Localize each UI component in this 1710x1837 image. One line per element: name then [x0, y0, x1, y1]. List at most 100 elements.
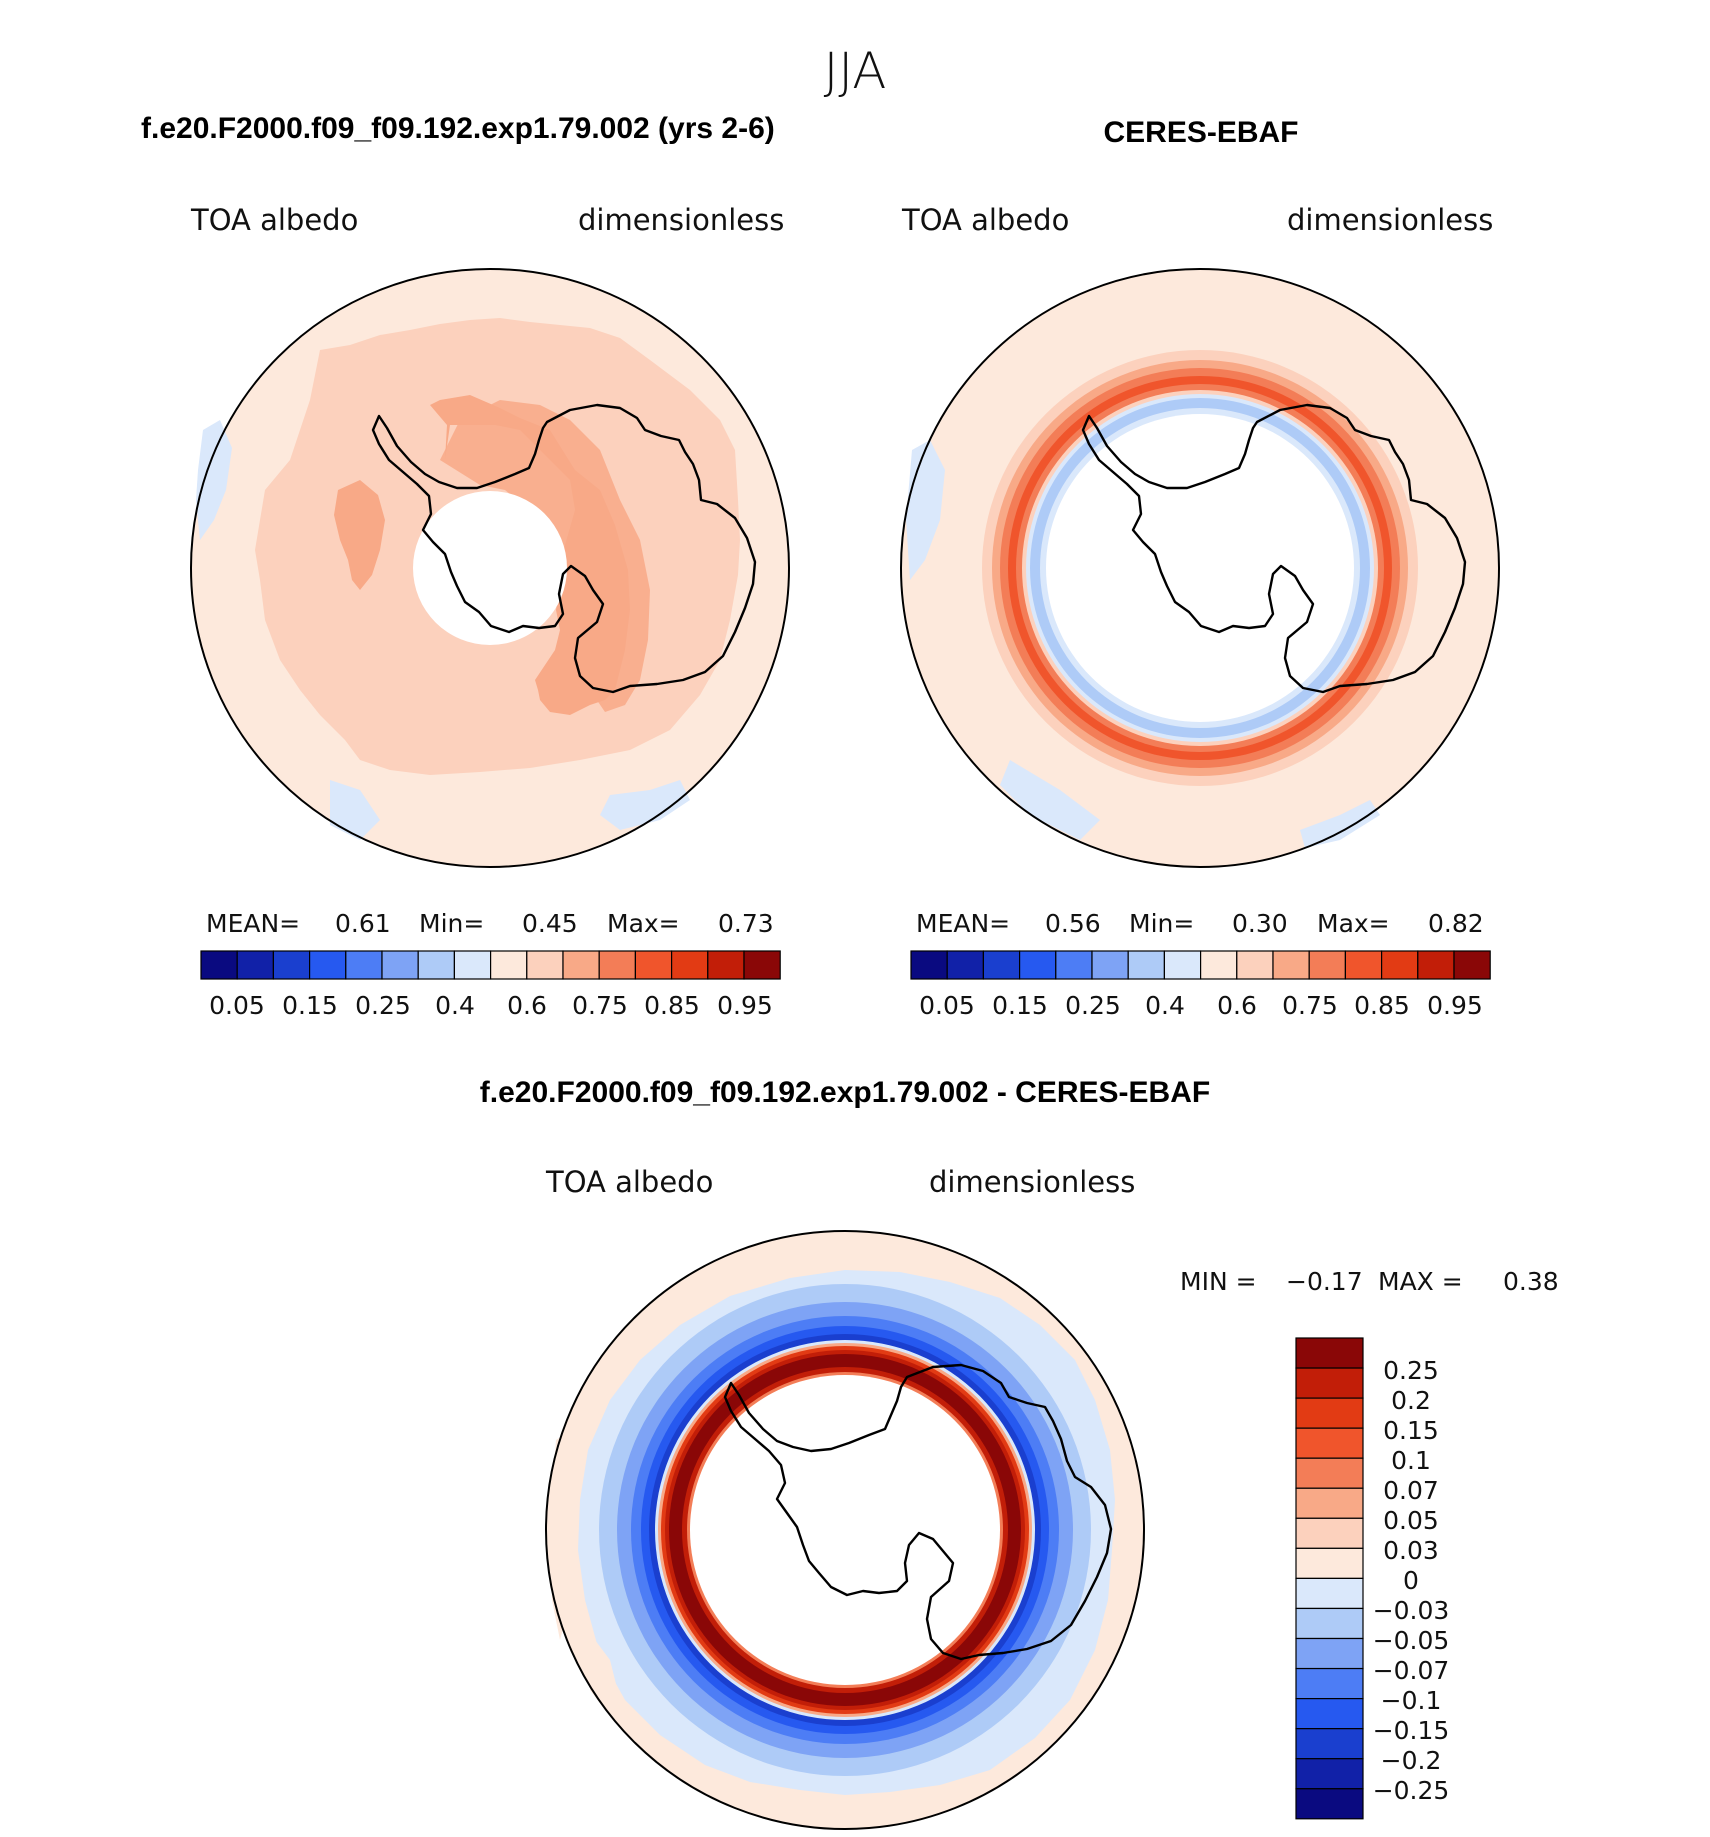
colorbar-swatch [982, 950, 1021, 980]
colorbar-tick: 0 [1403, 1566, 1419, 1595]
svg-text:0.45: 0.45 [522, 909, 578, 938]
svg-text:Min=: Min= [419, 909, 484, 938]
colorbar-swatch [1295, 1487, 1364, 1519]
svg-text:0.73: 0.73 [718, 909, 774, 938]
stats-line: MEAN= 0.56 Min= 0.30 Max= 0.82 [916, 909, 1484, 938]
colorbar-swatch [1295, 1697, 1364, 1730]
colorbar-tick: 0.95 [1427, 991, 1483, 1020]
colorbar-tick: 0.15 [992, 991, 1048, 1020]
colorbar-swatch [200, 950, 238, 980]
svg-text:MEAN=: MEAN= [206, 909, 300, 938]
colorbar-tick: 0.25 [355, 991, 411, 1020]
colorbar-swatch [1272, 950, 1310, 980]
colorbar-tick: 0.15 [282, 991, 338, 1020]
pole-hole [413, 491, 567, 645]
panel-title: f.e20.F2000.f09_f09.192.exp1.79.002 (yrs… [141, 112, 775, 145]
colorbar-swatch [1295, 1728, 1364, 1760]
svg-text:Max=: Max= [607, 909, 680, 938]
colorbar-swatch [1295, 1457, 1364, 1489]
contour-low-bl [330, 780, 380, 840]
panel-observed: CERES-EBAF TOA albedo dimensionless MEAN… [900, 116, 1500, 1020]
colorbar-swatch [946, 950, 985, 980]
colorbar-swatch [345, 950, 383, 980]
contour-pos-left [550, 1430, 578, 1640]
map-boundary [545, 1230, 1145, 1830]
colorbar-swatch [1295, 1637, 1364, 1670]
colorbar-swatch [562, 950, 600, 980]
polar-map [545, 1230, 1145, 1830]
colorbar-swatch [526, 950, 564, 980]
colorbar-swatch [1295, 1397, 1364, 1429]
stats-line: MEAN= 0.61 Min= 0.45 Max= 0.73 [206, 909, 774, 938]
variable-label: TOA albedo [190, 203, 358, 237]
svg-text:0.38: 0.38 [1503, 1267, 1559, 1296]
colorbar-swatch [1295, 1758, 1364, 1790]
colorbar-swatch [910, 950, 948, 980]
colorbar-swatch [670, 950, 709, 980]
colorbar-swatch [381, 950, 419, 980]
colorbar-swatch [1018, 950, 1057, 980]
colorbar-swatch [1127, 950, 1165, 980]
colorbar-swatch [1295, 1607, 1364, 1640]
contour-peninsula [334, 480, 385, 590]
colorbar-tick: 0.1 [1391, 1446, 1431, 1475]
contour-085b [440, 400, 650, 712]
colorbar-tick: 0.03 [1383, 1536, 1439, 1565]
colorbar-swatch [417, 950, 456, 980]
colorbar [200, 950, 781, 980]
colorbar-swatch [236, 950, 274, 980]
colorbar-swatch [309, 950, 347, 980]
svg-text:0.30: 0.30 [1232, 909, 1288, 938]
colorbar-swatch [1055, 950, 1093, 980]
colorbar-swatch [1453, 950, 1491, 980]
colorbar-swatch [490, 950, 528, 980]
colorbar-swatch [1295, 1547, 1364, 1579]
contour-low-bl [1000, 760, 1100, 840]
svg-text:Min=: Min= [1129, 909, 1194, 938]
colorbar-tick: 0.75 [1282, 991, 1338, 1020]
colorbar-tick: 0.05 [1383, 1506, 1439, 1535]
colorbar-swatch [1308, 950, 1346, 980]
units-label: dimensionless [1287, 203, 1493, 237]
colorbar-tick: −0.15 [1373, 1716, 1450, 1745]
colorbar-swatch [1236, 950, 1274, 980]
colorbar-tick: −0.2 [1381, 1746, 1442, 1775]
colorbar-swatch [634, 950, 673, 980]
colorbar-swatch [743, 950, 781, 980]
colorbar-swatch [453, 950, 492, 980]
units-label: dimensionless [578, 203, 784, 237]
colorbar-ticks: 0.05 0.15 0.25 0.4 0.6 0.75 0.85 0.95 [209, 991, 773, 1020]
colorbar-tick: −0.07 [1373, 1656, 1450, 1685]
colorbar-tick: 0.75 [572, 991, 628, 1020]
contour-low-left [196, 420, 232, 540]
colorbar-tick: 0.05 [209, 991, 265, 1020]
svg-text:MAX =: MAX = [1378, 1267, 1463, 1296]
colorbar-swatch [1295, 1427, 1364, 1459]
colorbar-tick: 0.6 [507, 991, 547, 1020]
colorbar-tick: 0.6 [1217, 991, 1257, 1020]
contour-low-br [1300, 800, 1380, 848]
colorbar [910, 950, 1491, 980]
polar-map [900, 268, 1500, 868]
svg-text:0.61: 0.61 [335, 909, 391, 938]
colorbar-tick: 0.4 [1145, 991, 1185, 1020]
colorbar-ticks: 0.25 0.2 0.15 0.1 0.07 0.05 0.03 0 −0.03… [1373, 1356, 1450, 1805]
colorbar-swatch [1295, 1517, 1364, 1549]
colorbar-swatch [1295, 1367, 1364, 1399]
colorbar-swatch [272, 950, 311, 980]
polar-map [190, 268, 790, 868]
svg-text:0.82: 0.82 [1428, 909, 1484, 938]
contour-pos-left2 [590, 1640, 620, 1710]
panel-difference: f.e20.F2000.f09_f09.192.exp1.79.002 - CE… [480, 1076, 1559, 1830]
figure-title: JJA [824, 42, 887, 100]
variable-label: TOA albedo [901, 203, 1069, 237]
svg-text:MIN =: MIN = [1180, 1267, 1257, 1296]
colorbar-tick: −0.25 [1373, 1776, 1450, 1805]
colorbar-swatch [1295, 1577, 1364, 1610]
variable-label: TOA albedo [545, 1165, 713, 1199]
svg-text:Max=: Max= [1317, 909, 1390, 938]
colorbar-tick: 0.25 [1065, 991, 1121, 1020]
colorbar-tick: 0.4 [435, 991, 475, 1020]
colorbar-swatch [1295, 1788, 1364, 1820]
map-boundary [190, 268, 790, 868]
